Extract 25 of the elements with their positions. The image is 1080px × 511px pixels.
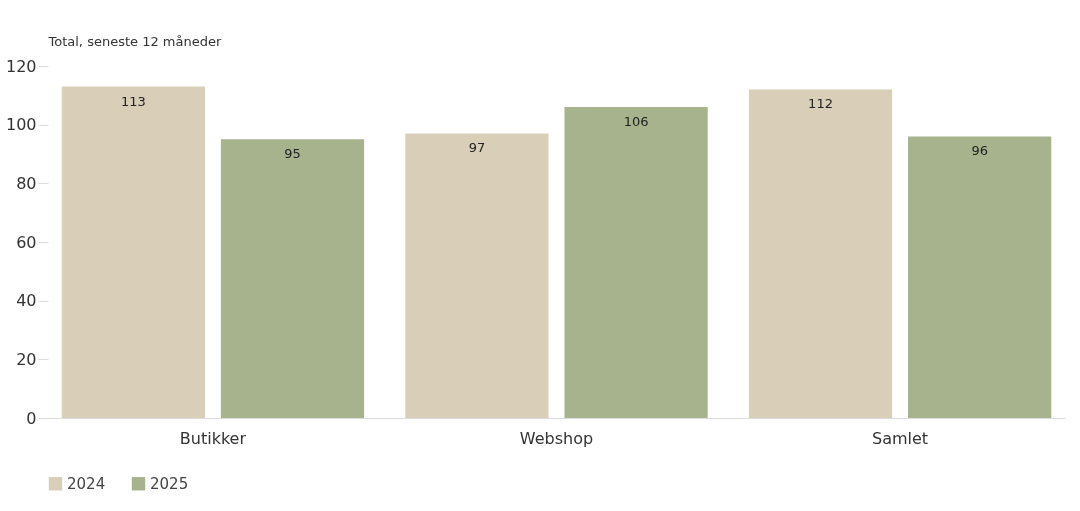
bar [405,133,549,418]
y-tick-label: 120 [5,56,37,76]
x-tick-label: Samlet [872,428,929,448]
data-label: 97 [468,140,486,156]
x-tick-label: Butikker [179,428,247,448]
data-label: 95 [284,146,301,162]
legend-label: 2024 [67,474,106,493]
x-tick-label: Webshop [519,428,594,448]
data-label: 113 [120,93,146,109]
data-label: 106 [623,114,649,130]
legend-label: 2025 [150,474,189,493]
y-tick-label: 100 [5,115,37,135]
data-label: 96 [971,143,988,159]
bar [564,107,708,418]
bar [61,86,205,418]
y-tick-label: 20 [16,349,37,369]
data-label: 112 [808,96,833,112]
y-axis-title: Total, seneste 12 måneder [47,33,222,49]
bar [908,136,1052,418]
bar [220,139,365,418]
y-tick-label: 0 [26,408,37,428]
y-tick-label: 60 [16,232,37,252]
y-tick-label: 40 [16,291,37,311]
y-tick-label: 80 [16,173,37,193]
bar [748,89,893,418]
